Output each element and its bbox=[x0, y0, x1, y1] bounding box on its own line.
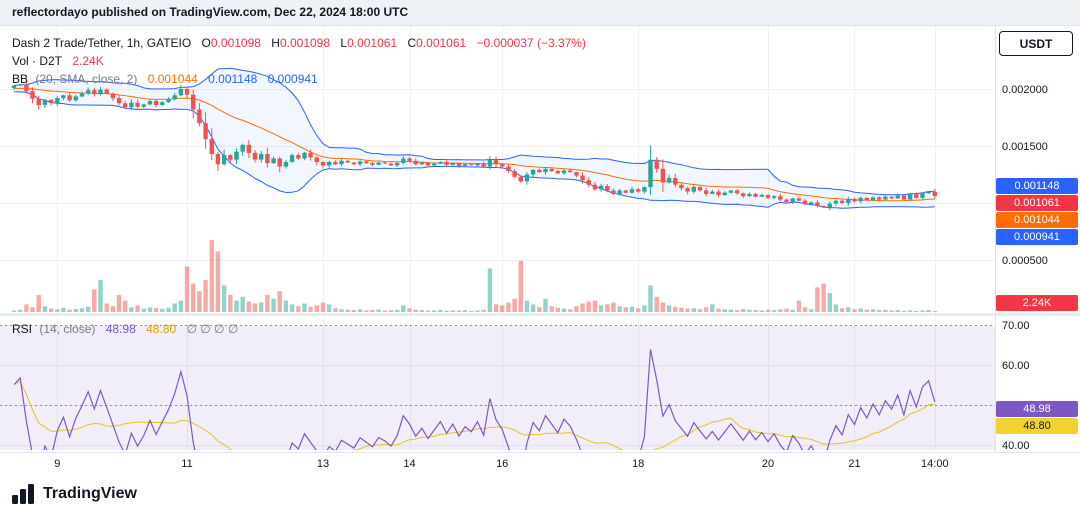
price-axis-mark: 0.000500 bbox=[1002, 255, 1048, 267]
time-axis-tick: 18 bbox=[632, 458, 644, 470]
rsi-value-axis-label: 48.98 bbox=[996, 401, 1078, 417]
bb-lower-price-label: 0.000941 bbox=[996, 229, 1078, 245]
axis-text-layer: 0.002000 0.001500 0.000500 70.00 60.00 40.00 9… bbox=[54, 84, 1048, 470]
rsi-line bbox=[13, 349, 936, 450]
bb-fill-area bbox=[14, 68, 935, 209]
time-axis-tick: 11 bbox=[181, 458, 192, 470]
bb-basis-line bbox=[13, 87, 935, 202]
bb-upper-price-label: 0.001148 bbox=[996, 178, 1078, 194]
time-axis-tick: 9 bbox=[54, 458, 60, 470]
bb-lower-line bbox=[13, 91, 935, 209]
bb-upper-line bbox=[13, 67, 935, 196]
publish-banner-text: reflectordayo published on TradingView.c… bbox=[12, 5, 409, 19]
tradingview-wordmark[interactable]: TradingView bbox=[43, 485, 137, 502]
time-axis-tick: 13 bbox=[317, 458, 329, 470]
currency-toggle-button[interactable]: USDT bbox=[999, 31, 1073, 56]
rsi-axis-mark: 70.00 bbox=[1002, 320, 1030, 332]
last-price-label: 0.001061 bbox=[996, 195, 1078, 211]
rsi-axis-mark: 40.00 bbox=[1002, 440, 1030, 452]
time-axis-tick: 14:00 bbox=[921, 458, 949, 470]
price-axis-mark: 0.002000 bbox=[1002, 84, 1048, 96]
price-axis-mark: 0.001500 bbox=[1002, 141, 1048, 153]
rsi-ma-line bbox=[13, 380, 935, 450]
time-axis-tick: 21 bbox=[848, 458, 860, 470]
chart-canvas[interactable]: 0.002000 0.001500 0.000500 70.00 60.00 40.00 9… bbox=[0, 26, 1080, 473]
publish-banner: reflectordayo published on TradingView.c… bbox=[0, 0, 1080, 26]
bb-basis-price-label: 0.001044 bbox=[996, 212, 1078, 228]
rsi-band-fill bbox=[0, 325, 995, 450]
chart-stage: 0.002000 0.001500 0.000500 70.00 60.00 40.00 9… bbox=[0, 26, 1080, 473]
rsi-ma-axis-label: 48.80 bbox=[996, 418, 1078, 434]
time-axis-tick: 14 bbox=[403, 458, 415, 470]
footer-bar: TradingView bbox=[0, 473, 1080, 515]
time-axis-tick: 16 bbox=[496, 458, 508, 470]
volume-layer bbox=[11, 240, 937, 312]
candles-layer bbox=[11, 80, 937, 211]
volume-axis-label: 2.24K bbox=[996, 295, 1078, 311]
rsi-axis-mark: 60.00 bbox=[1002, 360, 1030, 372]
time-axis-tick: 20 bbox=[762, 458, 774, 470]
tradingview-logo-icon[interactable] bbox=[12, 484, 36, 504]
